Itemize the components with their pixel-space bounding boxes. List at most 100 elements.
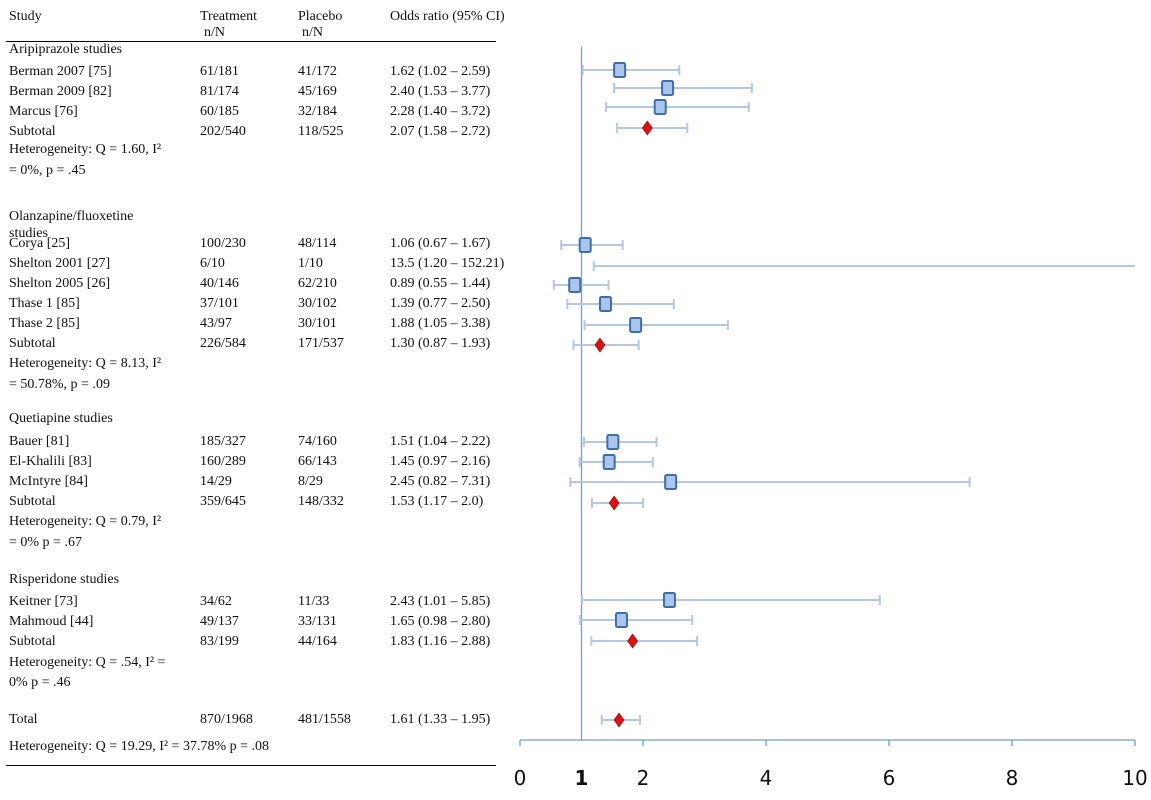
point-estimate-square (662, 592, 676, 608)
subtotal-placebo: 171/537 (298, 336, 344, 351)
table-cell-study: Marcus [76] (9, 104, 78, 119)
x-tick-label: 6 (883, 766, 896, 790)
table-cell-treatment: 81/174 (200, 84, 239, 99)
subtotal-label: Subtotal (9, 336, 56, 351)
table-cell-treatment: 40/146 (200, 276, 239, 291)
table-cell-study: Shelton 2001 [27] (9, 256, 111, 271)
total-heterogeneity: Heterogeneity: Q = 19.29, I² = 37.78% p … (9, 739, 270, 754)
table-cell-or-text: 2.28 (1.40 – 3.72) (390, 104, 491, 119)
x-tick-label: 0 (514, 766, 527, 790)
total-label: Total (9, 712, 38, 727)
point-estimate-square (653, 99, 667, 115)
x-tick-label: 4 (760, 766, 773, 790)
table-cell-placebo: 11/33 (298, 594, 330, 609)
bottom-rule (6, 765, 496, 766)
subtotal-diamond (608, 495, 620, 511)
total-placebo: 481/1558 (298, 712, 351, 727)
header-odds-ratio: Odds ratio (95% CI) (390, 9, 505, 24)
table-cell-placebo: 48/114 (298, 236, 337, 251)
table-cell-placebo: 33/131 (298, 614, 337, 629)
header-placebo-sub: n/N (302, 25, 323, 40)
table-cell-treatment: 14/29 (200, 474, 232, 489)
table-cell-study: El-Khalili [83] (9, 454, 92, 469)
subtotal-label: Subtotal (9, 124, 56, 139)
group-title: Olanzapine/fluoxetine (9, 209, 134, 224)
table-cell-study: McIntyre [84] (9, 474, 88, 489)
x-tick-label: 8 (1006, 766, 1019, 790)
table-cell-or-text: 1.51 (1.04 – 2.22) (390, 434, 491, 449)
subtotal-treatment: 202/540 (200, 124, 246, 139)
table-cell-placebo: 62/210 (298, 276, 337, 291)
group-title: Aripiprazole studies (9, 42, 123, 57)
total-or: 1.61 (1.33 – 1.95) (390, 712, 491, 727)
subtotal-or: 2.07 (1.58 – 2.72) (390, 124, 491, 139)
header-treatment: Treatment (200, 9, 258, 24)
group-title: Risperidone studies (9, 572, 120, 587)
subtotal-diamond (627, 633, 638, 649)
subtotal-or: 1.83 (1.16 – 2.88) (390, 634, 491, 649)
total-treatment: 870/1968 (200, 712, 253, 727)
heterogeneity-text: = 0% p = .67 (9, 535, 82, 550)
table-cell-placebo: 30/102 (298, 296, 337, 311)
table-cell-study: Thase 1 [85] (9, 296, 80, 311)
table-cell-treatment: 43/97 (200, 316, 232, 331)
heterogeneity-text: = 50.78%, p = .09 (9, 377, 110, 392)
point-estimate-square (664, 474, 678, 490)
subtotal-label: Subtotal (9, 494, 56, 509)
table-cell-treatment: 6/10 (200, 256, 225, 271)
table-cell-study: Thase 2 [85] (9, 316, 80, 331)
group-title: Quetiapine studies (9, 411, 113, 426)
table-cell-study: Keitner [73] (9, 594, 78, 609)
table-cell-study: Bauer [81] (9, 434, 70, 449)
table-cell-placebo: 74/160 (298, 434, 337, 449)
header-rule (6, 41, 496, 42)
heterogeneity-text: = 0%, p = .45 (9, 163, 86, 178)
table-cell-treatment: 100/230 (200, 236, 246, 251)
table-cell-or-text: 1.65 (0.98 – 2.80) (390, 614, 491, 629)
table-cell-or-text: 2.43 (1.01 – 5.85) (390, 594, 491, 609)
heterogeneity-text: Heterogeneity: Q = 1.60, I² (9, 142, 162, 157)
subtotal-or: 1.53 (1.17 – 2.0) (390, 494, 484, 509)
table-cell-placebo: 32/184 (298, 104, 337, 119)
table-cell-treatment: 60/185 (200, 104, 239, 119)
table-cell-or-text: 13.5 (1.20 – 152.21) (390, 256, 505, 271)
heterogeneity-text: Heterogeneity: Q = 0.79, I² (9, 514, 162, 529)
header-treatment-sub: n/N (204, 25, 225, 40)
point-estimate-square (578, 237, 592, 253)
table-cell-study: Corya [25] (9, 236, 71, 251)
subtotal-treatment: 359/645 (200, 494, 246, 509)
point-estimate-square (614, 612, 628, 628)
table-cell-treatment: 49/137 (200, 614, 239, 629)
table-cell-treatment: 61/181 (200, 64, 239, 79)
table-cell-placebo: 45/169 (298, 84, 337, 99)
point-estimate-square (602, 454, 616, 470)
heterogeneity-text: Heterogeneity: Q = 8.13, I² (9, 356, 162, 371)
table-cell-placebo: 30/101 (298, 316, 337, 331)
heterogeneity-text: Heterogeneity: Q = .54, I² = (9, 655, 166, 670)
x-tick-label: 10 (1122, 766, 1147, 790)
table-cell-treatment: 185/327 (200, 434, 246, 449)
subtotal-or: 1.30 (0.87 – 1.93) (390, 336, 491, 351)
table-cell-or-text: 1.39 (0.77 – 2.50) (390, 296, 491, 311)
table-cell-study: Berman 2009 [82] (9, 84, 112, 99)
total-diamond (613, 712, 625, 728)
table-cell-treatment: 34/62 (200, 594, 232, 609)
table-cell-or-text: 1.06 (0.67 – 1.67) (390, 236, 491, 251)
subtotal-diamond (594, 337, 606, 353)
subtotal-label: Subtotal (9, 634, 56, 649)
table-cell-study: Mahmoud [44] (9, 614, 94, 629)
table-cell-treatment: 160/289 (200, 454, 246, 469)
table-cell-or-text: 1.45 (0.97 – 2.16) (390, 454, 491, 469)
table-cell-placebo: 66/143 (298, 454, 337, 469)
subtotal-placebo: 148/332 (298, 494, 344, 509)
subtotal-diamond (641, 120, 653, 136)
table-cell-or-text: 2.40 (1.53 – 3.77) (390, 84, 491, 99)
table-cell-study: Berman 2007 [75] (9, 64, 112, 79)
subtotal-placebo: 44/164 (298, 634, 337, 649)
x-tick-label: 2 (637, 766, 650, 790)
table-cell-or-text: 1.62 (1.02 – 2.59) (390, 64, 491, 79)
reference-line-label: 1 (575, 766, 589, 790)
table-cell-placebo: 41/172 (298, 64, 337, 79)
header-study: Study (9, 9, 42, 24)
